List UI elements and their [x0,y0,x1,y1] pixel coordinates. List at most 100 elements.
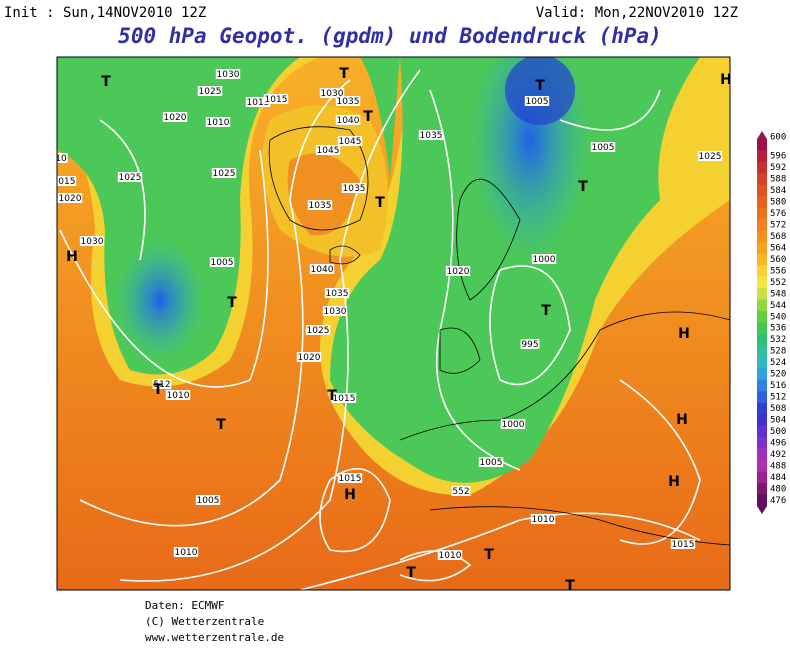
isobar-label-bg [418,130,444,140]
colorbar-label: 572 [770,221,786,231]
colorbar-label: 508 [770,404,786,414]
isobar-label: 1005 [592,143,615,153]
isobar-label-bg [162,112,188,122]
isobar-label-bg [337,136,363,146]
pressure-center: T [375,195,385,211]
colorbar-label: 480 [770,484,786,494]
copyright-note: (C) Wetterzentrale [145,615,264,628]
colorbar-swatch [757,311,767,323]
isobar-label-bg [524,96,550,106]
colorbar-label: 504 [770,415,786,425]
pressure-center: H [720,72,732,88]
isobar-label: 1025 [119,173,142,183]
colorbar-label: 512 [770,393,786,403]
colorbar-swatch [757,437,767,450]
colorbar-label: 532 [770,335,786,345]
isobar-label: 1015 [265,95,288,105]
source-note: Daten: ECMWF [145,599,224,612]
valid-time: Valid: Mon,22NOV2010 12Z [536,5,738,21]
colorbar-label: 548 [770,289,786,299]
isobar-label: 1005 [526,97,549,107]
isobar-label: 1010 [207,118,230,128]
pressure-center: T [565,578,575,594]
isobar-label-bg [319,88,345,98]
colorbar-label: 588 [770,175,786,185]
isobar-label-bg [305,325,331,335]
isobar-label-bg [205,117,231,127]
isobar-label: 1015 [247,98,270,108]
isobar-label-bg [215,69,241,79]
pressure-center: H [66,249,78,265]
init-time: Init : Sun,14NOV2010 12Z [4,5,206,21]
isobar-label: 1020 [298,353,321,363]
pressure-center: T [535,78,545,94]
isobar-label: 1010 [439,551,462,561]
colorbar-swatch [757,207,767,220]
isobar-label-bg [57,176,77,186]
isobar-label: 1045 [339,137,362,147]
colorbar-swatch [757,368,767,381]
colorbar-swatch [757,483,767,496]
pressure-center: H [668,474,680,490]
isobar-label: 1035 [309,201,332,211]
isobar-label: 1020 [164,113,187,123]
colorbar-swatch [757,219,767,232]
colorbar-label: 580 [770,198,786,208]
isobar-label-bg [309,264,335,274]
colorbar-label: 536 [770,324,786,334]
pressure-center: T [406,565,416,581]
isobar-label-bg [500,419,526,429]
pressure-center: T [363,109,373,125]
colorbar-label: 596 [770,152,786,162]
isobar-label-bg [263,94,289,104]
pressure-center: T [101,74,111,90]
isobar-label: 1015 [339,474,362,484]
isobar-label-bg [57,153,68,163]
isobar-label: 1005 [480,458,503,468]
colorbar-swatch [757,379,767,392]
pressure-center: H [676,412,688,428]
colorbar-swatch [757,425,767,438]
isobar-label-bg [209,257,235,267]
isobar-label-bg [335,96,361,106]
colorbar-swatch [757,173,767,186]
isobar-label-bg [245,97,271,107]
colorbar-label: 544 [770,301,786,311]
isobar-label: 1015 [53,177,76,187]
pressure-center: T [541,303,551,319]
isobar-label-bg [315,145,341,155]
isobar-label: 1020 [447,267,470,277]
colorbar-swatch [757,161,767,174]
colorbar-label: 600 [770,133,786,143]
isobar-label-bg [79,236,105,246]
isobar-label-bg [478,457,504,467]
colorbar-swatch [757,414,767,427]
pressure-center: T [153,382,163,398]
pressure-center: T [339,66,349,82]
colorbar-swatch [757,230,767,243]
colorbar-label: 484 [770,473,786,483]
pressure-center: H [678,326,690,342]
isobar-label: 1015 [333,394,356,404]
colorbar-swatch [757,276,767,289]
colorbar-swatch [757,253,767,266]
colorbar-label: 556 [770,266,786,276]
isobar-label-bg [337,473,363,483]
colorbar-swatch [757,196,767,209]
colorbar-label: 540 [770,312,786,322]
isobar-label: 1010 [175,548,198,558]
isobar-label: 1035 [326,289,349,299]
isobar-label: 1030 [81,237,104,247]
isobar-label-bg [152,379,172,389]
colorbar-label: 584 [770,186,786,196]
colorbar-label: 492 [770,450,786,460]
isobar-label: 1030 [321,89,344,99]
isobar-label-bg [531,254,557,264]
colorbar-swatch [757,494,767,507]
colorbar-label: 520 [770,370,786,380]
isobar-label: 1025 [307,326,330,336]
isobar-label-bg [197,86,223,96]
isobar-label-bg [195,495,221,505]
isobar-label: 1035 [337,97,360,107]
